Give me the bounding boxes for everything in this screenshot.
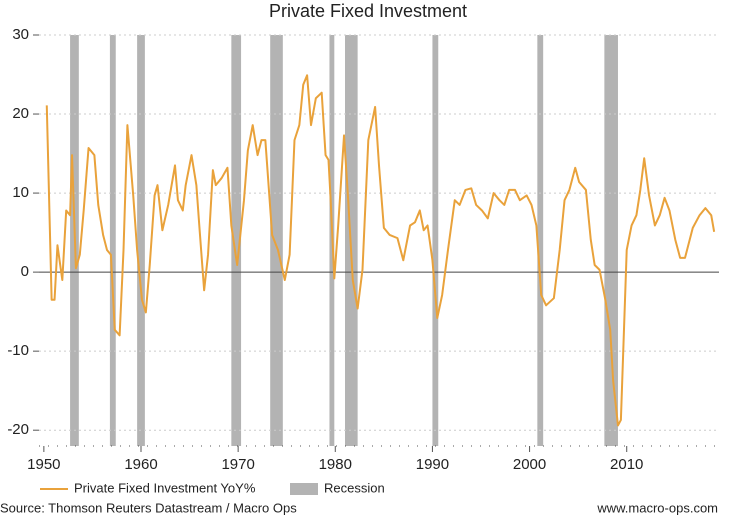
legend-swatch [290, 483, 318, 495]
source: Source: Thomson Reuters Datastream / Mac… [0, 500, 297, 515]
y-tick-label: -10 [7, 342, 29, 359]
legend-label: Private Fixed Investment YoY% [74, 480, 256, 495]
x-tick-label: 1970 [221, 456, 254, 473]
y-tick-label: 20 [12, 105, 29, 122]
recession-band [231, 35, 242, 446]
line [45, 74, 716, 427]
recession-band [537, 35, 544, 446]
recession-band [432, 35, 439, 446]
x-tick-label: 1980 [319, 456, 352, 473]
y-tick-label: -20 [7, 421, 29, 438]
recession-band [604, 35, 618, 446]
x-tick-label: 2000 [513, 456, 546, 473]
x-tick-label: 2010 [610, 456, 643, 473]
recession-band [137, 35, 145, 446]
y-tick-label: 30 [12, 26, 29, 43]
y-tick-label: 0 [21, 263, 29, 280]
x-tick-label: 1990 [416, 456, 449, 473]
y-tick-label: 10 [12, 184, 29, 201]
x-tick-label: 1960 [124, 456, 157, 473]
legend-label: Recession [324, 480, 385, 495]
chart-title: Private Fixed Investment [269, 1, 467, 21]
recession-band [109, 35, 116, 446]
x-tick-label: 1950 [27, 456, 60, 473]
website: www.macro-ops.com [596, 500, 718, 515]
recession-band [270, 35, 283, 446]
